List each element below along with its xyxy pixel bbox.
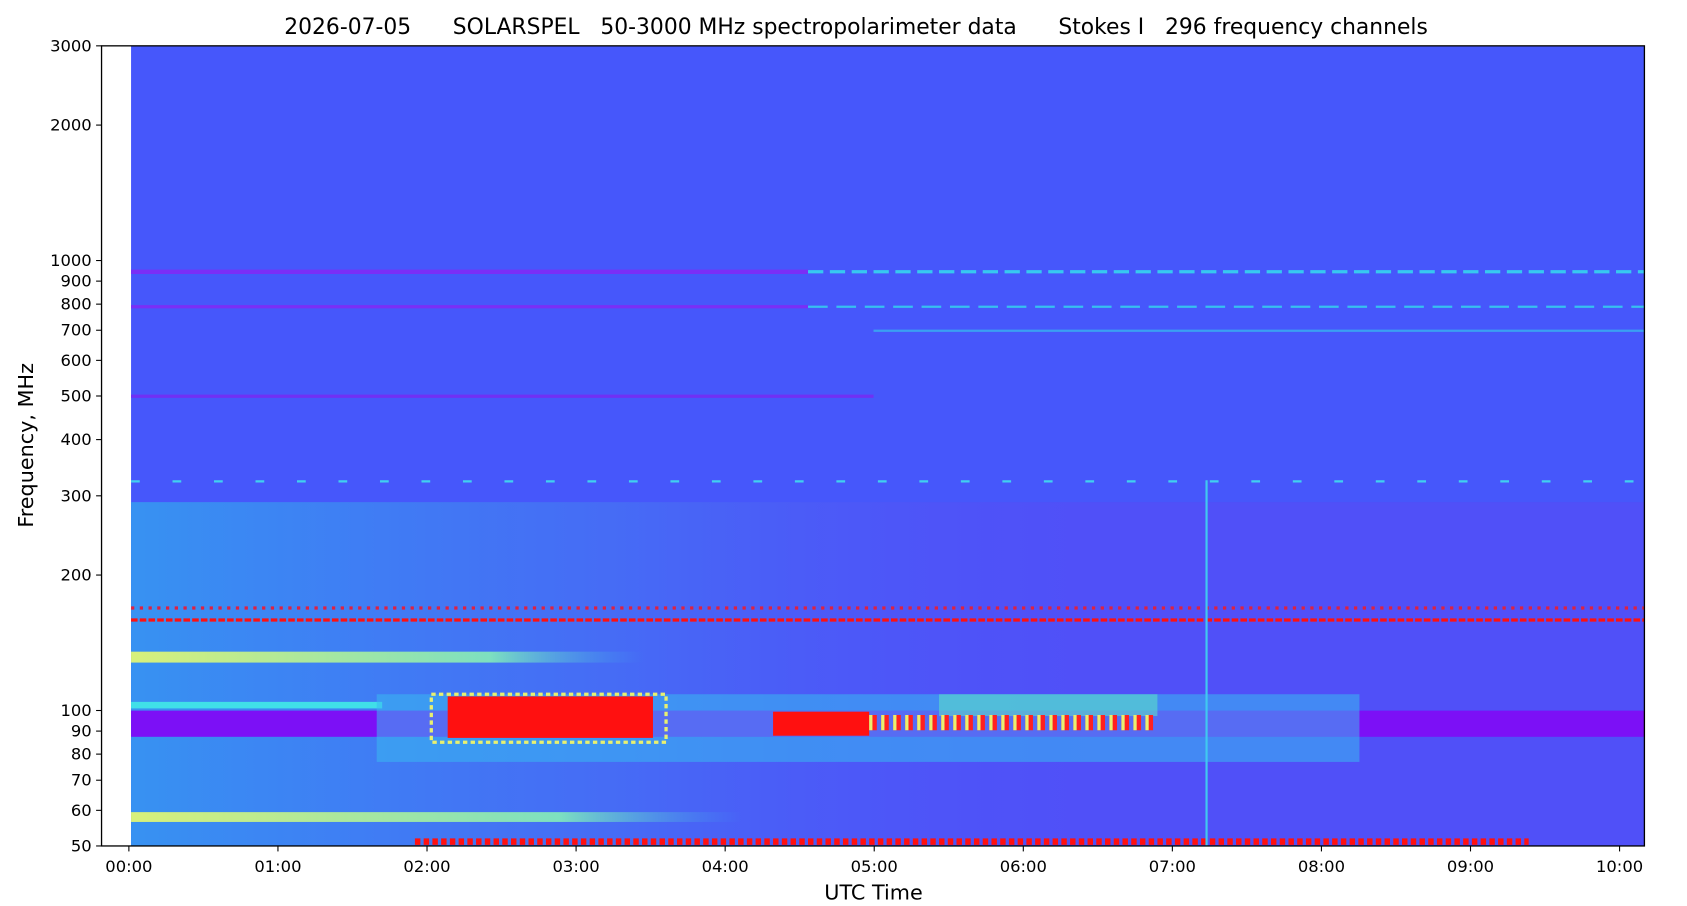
x-tick-label: 05:00 xyxy=(851,857,898,876)
y-tick-label: 80 xyxy=(71,745,92,764)
y-tick-label: 100 xyxy=(60,701,91,720)
y-tick-label: 50 xyxy=(71,836,92,855)
y-tick-label: 900 xyxy=(60,272,91,291)
x-tick-label: 03:00 xyxy=(553,857,600,876)
x-tick-label: 01:00 xyxy=(254,857,301,876)
plot-frame xyxy=(100,45,1646,847)
y-tick-label: 200 xyxy=(60,566,91,585)
y-tick-label: 400 xyxy=(60,430,91,449)
x-tick-label: 07:00 xyxy=(1149,857,1196,876)
x-tick-label: 04:00 xyxy=(702,857,749,876)
chart-title: 2026-07-05 SOLARSPEL 50-3000 MHz spectro… xyxy=(284,15,1428,40)
y-tick-label: 800 xyxy=(60,295,91,314)
y-tick-label: 60 xyxy=(71,801,92,820)
y-axis-label: Frequency, MHz xyxy=(14,363,38,528)
y-tick-label: 1000 xyxy=(50,251,92,270)
y-tick-label: 2000 xyxy=(50,116,92,135)
x-tick-label: 10:00 xyxy=(1596,857,1643,876)
y-tick-label: 3000 xyxy=(50,36,92,55)
x-tick-label: 08:00 xyxy=(1298,857,1345,876)
x-tick-label: 02:00 xyxy=(403,857,450,876)
y-tick-label: 600 xyxy=(60,351,91,370)
y-tick-label: 300 xyxy=(60,486,91,505)
x-tick-label: 06:00 xyxy=(1000,857,1047,876)
x-tick-label: 09:00 xyxy=(1447,857,1494,876)
y-tick-label: 90 xyxy=(71,722,92,741)
x-axis-label: UTC Time xyxy=(824,880,922,904)
y-tick-label: 700 xyxy=(60,321,91,340)
spectrogram xyxy=(131,45,1645,846)
x-tick-label: 00:00 xyxy=(105,857,152,876)
y-tick-label: 500 xyxy=(60,386,91,405)
y-tick-label: 70 xyxy=(71,771,92,790)
